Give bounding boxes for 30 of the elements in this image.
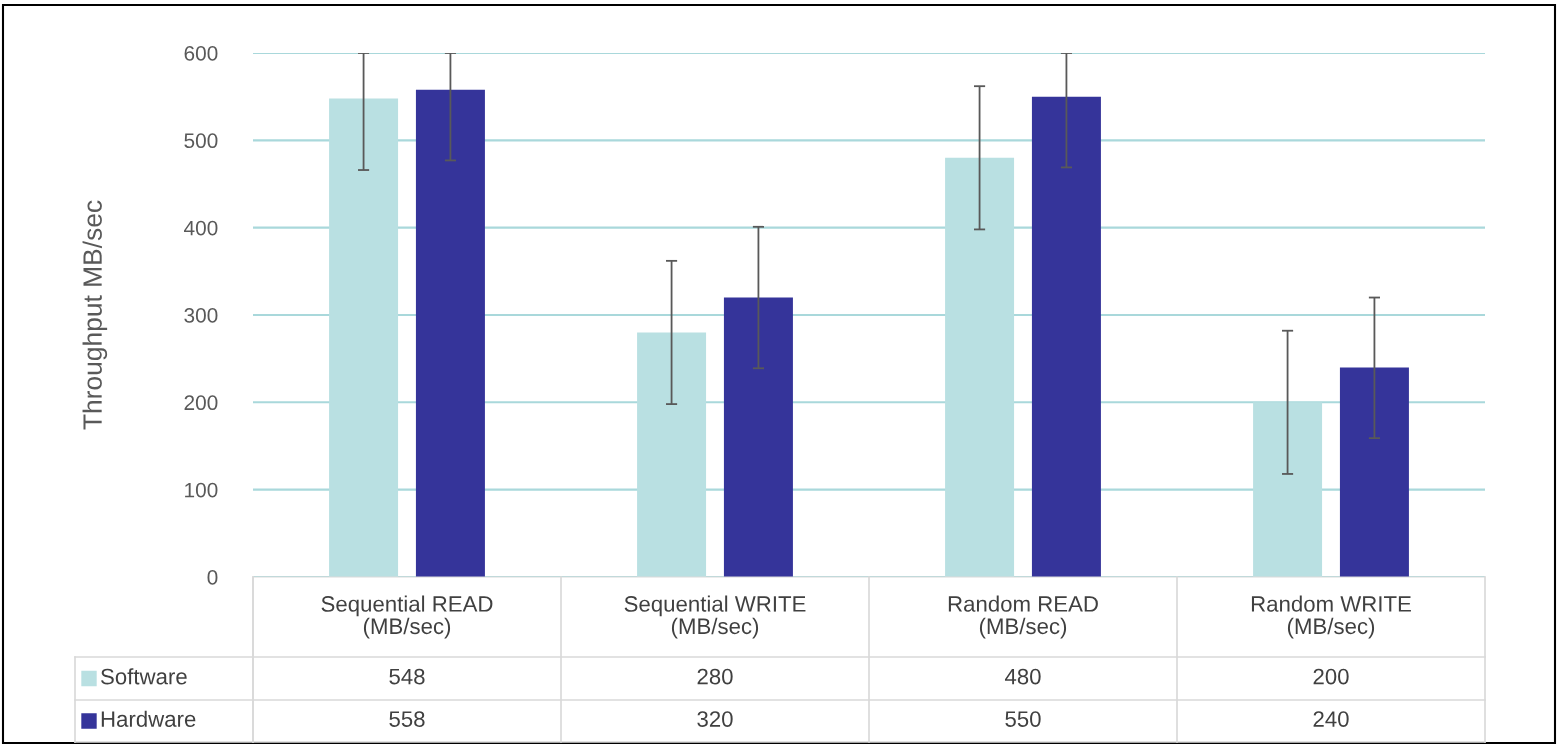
data-label: 548: [389, 668, 425, 685]
data-label: 550: [1005, 711, 1041, 727]
bar: [329, 98, 399, 577]
data-label: 240: [1313, 711, 1349, 727]
bar: [1339, 367, 1409, 577]
y-tick-label: 300: [184, 308, 218, 323]
legend-label: Hardware: [101, 710, 196, 727]
data-label: 280: [697, 668, 733, 685]
bar: [945, 157, 1015, 577]
bar: [1253, 402, 1323, 577]
x-tick-label: Random WRITE (MB/sec): [1251, 595, 1411, 639]
data-label: 480: [1004, 668, 1041, 685]
y-axis-title: Throughput MB/sec: [82, 200, 108, 430]
bar: [723, 297, 793, 577]
y-tick-label: 200: [184, 395, 218, 411]
y-tick-label: 100: [185, 482, 218, 498]
x-tick-label: Sequential READ (MB/sec): [321, 595, 493, 639]
data-label: 558: [389, 711, 425, 727]
x-tick-label: Random READ (MB/sec): [948, 595, 1098, 639]
x-tick-label: Sequential WRITE (MB/sec): [624, 595, 806, 639]
y-tick-label: 400: [184, 220, 218, 236]
bar: [637, 332, 707, 577]
legend-label: Software: [101, 668, 187, 685]
bar: [1031, 96, 1101, 577]
y-tick-label: 600: [184, 46, 218, 61]
data-label: 200: [1313, 668, 1349, 685]
y-tick-label: 0: [207, 570, 218, 585]
data-label: 320: [697, 711, 733, 727]
bar: [415, 89, 485, 577]
y-tick-label: 500: [184, 133, 218, 149]
